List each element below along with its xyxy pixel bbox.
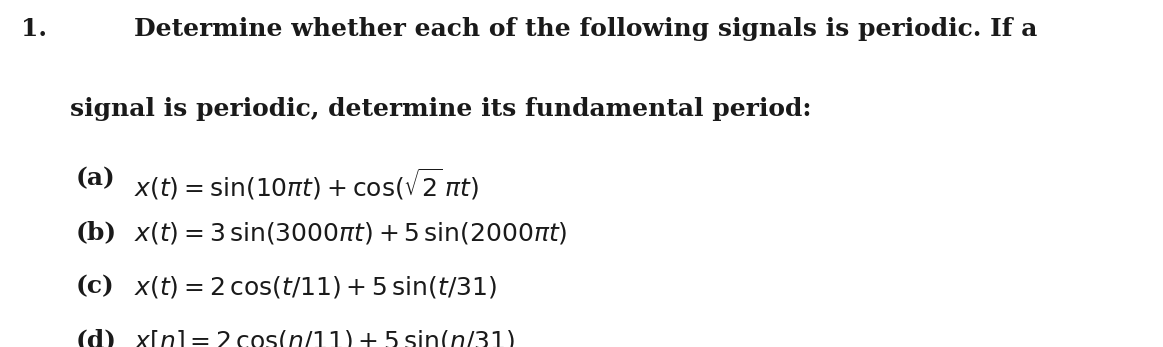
Text: (d): (d) xyxy=(76,328,116,347)
Text: $x(t) = 2\,\cos(t/11) + 5\,\sin(t/31)$: $x(t) = 2\,\cos(t/11) + 5\,\sin(t/31)$ xyxy=(134,274,497,300)
Text: signal is periodic, determine its fundamental period:: signal is periodic, determine its fundam… xyxy=(70,97,812,121)
Text: Determine whether each of the following signals is periodic. If a: Determine whether each of the following … xyxy=(134,17,1037,41)
Text: (a): (a) xyxy=(76,167,115,191)
Text: (c): (c) xyxy=(76,274,114,298)
Text: $x(t) = \sin(10\pi t) + \cos(\sqrt{2}\,\pi t)$: $x(t) = \sin(10\pi t) + \cos(\sqrt{2}\,\… xyxy=(134,167,479,202)
Text: $x[n] = 2\,\cos(n/11) + 5\,\sin(n/31)$: $x[n] = 2\,\cos(n/11) + 5\,\sin(n/31)$ xyxy=(134,328,515,347)
Text: 1.: 1. xyxy=(21,17,47,41)
Text: (b): (b) xyxy=(76,220,116,244)
Text: $x(t) = 3\,\sin(3000\pi t) + 5\,\sin(2000\pi t)$: $x(t) = 3\,\sin(3000\pi t) + 5\,\sin(200… xyxy=(134,220,568,246)
